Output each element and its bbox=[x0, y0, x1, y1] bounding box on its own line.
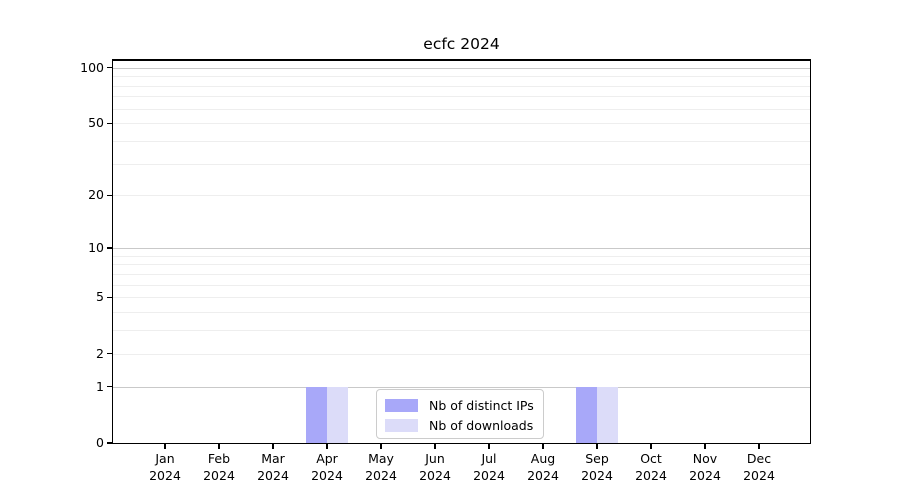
y-tick-mark bbox=[107, 67, 112, 69]
y-tick-label: 20 bbox=[88, 187, 104, 203]
y-tick-label: 1 bbox=[96, 378, 104, 394]
x-tick-label: Dec 2024 bbox=[743, 451, 775, 483]
x-tick-label: Jul 2024 bbox=[473, 451, 505, 483]
x-tick-mark bbox=[596, 444, 598, 449]
bar-downloads bbox=[597, 386, 618, 443]
spine-left bbox=[111, 59, 114, 444]
legend-label-distinct-ips: Nb of distinct IPs bbox=[429, 397, 534, 413]
legend-item-downloads: Nb of downloads bbox=[385, 415, 535, 435]
gridline-minor bbox=[113, 85, 810, 87]
x-tick-mark bbox=[704, 444, 706, 449]
gridline-minor bbox=[113, 163, 810, 165]
x-tick-mark bbox=[380, 444, 382, 449]
y-tick-mark bbox=[107, 247, 112, 249]
gridline-minor bbox=[113, 96, 810, 98]
legend-swatch-downloads bbox=[385, 418, 418, 432]
x-tick-label: Oct 2024 bbox=[635, 451, 667, 483]
x-tick-label: Jun 2024 bbox=[419, 451, 451, 483]
gridline-minor bbox=[113, 76, 810, 78]
x-tick-mark bbox=[542, 444, 544, 449]
x-tick-label: Feb 2024 bbox=[203, 451, 235, 483]
bar-distinct-ips bbox=[306, 386, 327, 443]
gridline-minor bbox=[113, 330, 810, 332]
y-tick-label: 0 bbox=[96, 435, 104, 450]
gridline-major bbox=[113, 386, 810, 388]
gridline-major bbox=[113, 247, 810, 249]
y-tick-label: 10 bbox=[88, 239, 104, 255]
x-tick-mark bbox=[650, 444, 652, 449]
x-tick-label: Sep 2024 bbox=[581, 451, 613, 483]
x-tick-mark bbox=[758, 444, 760, 449]
y-tick-mark bbox=[107, 194, 112, 197]
x-tick-label: Aug 2024 bbox=[527, 451, 559, 483]
gridline-minor bbox=[113, 353, 810, 355]
plot-area: Nb of distinct IPs Nb of downloads bbox=[113, 60, 810, 443]
spine-top bbox=[112, 59, 811, 61]
y-tick-mark bbox=[107, 385, 112, 388]
y-tick-label: 5 bbox=[96, 289, 104, 305]
x-tick-mark bbox=[164, 444, 166, 449]
legend: Nb of distinct IPs Nb of downloads bbox=[376, 389, 544, 439]
gridline-major bbox=[113, 67, 810, 69]
x-tick-label: Mar 2024 bbox=[257, 451, 289, 483]
legend-swatch-distinct-ips bbox=[385, 398, 418, 412]
y-tick-label: 50 bbox=[88, 115, 104, 131]
y-tick-label: 100 bbox=[80, 59, 104, 75]
gridline-minor bbox=[113, 312, 810, 314]
x-tick-mark bbox=[434, 444, 436, 449]
gridline-minor bbox=[113, 284, 810, 286]
x-tick-mark bbox=[272, 444, 274, 449]
legend-label-downloads: Nb of downloads bbox=[429, 417, 534, 433]
gridline-minor bbox=[113, 140, 810, 142]
gridline-minor bbox=[113, 264, 810, 266]
chart-title: ecfc 2024 bbox=[423, 35, 500, 53]
gridline-minor bbox=[113, 195, 810, 197]
spine-right bbox=[809, 59, 812, 444]
gridline-minor bbox=[113, 273, 810, 275]
y-tick-mark bbox=[107, 442, 112, 444]
y-tick-mark bbox=[107, 353, 112, 355]
bar-distinct-ips bbox=[576, 386, 597, 443]
x-tick-label: Apr 2024 bbox=[311, 451, 343, 483]
y-tick-label: 2 bbox=[96, 345, 104, 361]
x-tick-mark bbox=[218, 444, 220, 449]
gridline-minor bbox=[113, 297, 810, 299]
y-tick-mark bbox=[107, 122, 112, 124]
x-tick-mark bbox=[488, 444, 490, 449]
y-tick-mark bbox=[107, 296, 112, 298]
x-tick-mark bbox=[326, 444, 328, 449]
bar-downloads bbox=[327, 386, 348, 443]
spine-bottom bbox=[112, 442, 811, 444]
gridline-minor bbox=[113, 108, 810, 110]
x-tick-label: Nov 2024 bbox=[689, 451, 721, 483]
gridline-minor bbox=[113, 255, 810, 257]
x-tick-label: May 2024 bbox=[365, 451, 397, 483]
gridline-minor bbox=[113, 123, 810, 125]
x-tick-label: Jan 2024 bbox=[149, 451, 181, 483]
legend-item-distinct-ips: Nb of distinct IPs bbox=[385, 395, 535, 415]
